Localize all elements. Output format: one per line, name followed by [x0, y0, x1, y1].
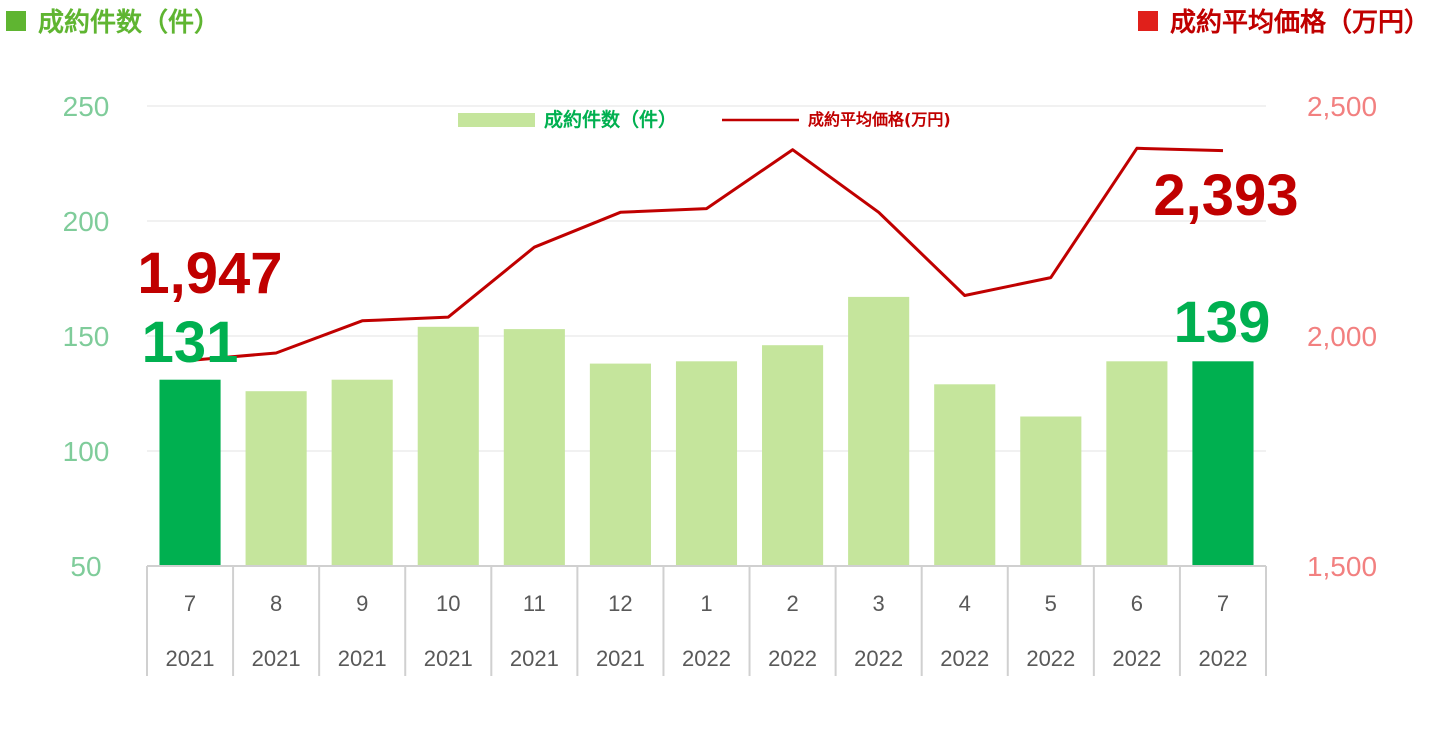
x-tick-label-month: 7: [1217, 591, 1229, 616]
end-count-label: 139: [1174, 290, 1271, 355]
x-tick-label-month: 7: [184, 591, 196, 616]
price-line: [189, 146, 1224, 362]
y-axis-right: 2,500 2,000 1,500: [1307, 91, 1377, 582]
x-tick-label-year: 2022: [682, 646, 731, 671]
y-right-tick-label: 1,500: [1307, 551, 1377, 582]
x-tick-label-year: 2021: [424, 646, 473, 671]
bar: [1192, 361, 1254, 566]
x-tick-label-month: 4: [959, 591, 971, 616]
y-right-tick-label: 2,000: [1307, 321, 1377, 352]
x-tick-label-year: 2022: [1112, 646, 1161, 671]
bar: [934, 384, 996, 566]
x-tick-label-year: 2021: [252, 646, 301, 671]
left-axis-title-text: 成約件数（件）: [38, 8, 221, 38]
x-tick-label-year: 2022: [854, 646, 903, 671]
right-axis-title-text: 成約平均価格（万円）: [1169, 8, 1430, 38]
green-square-icon: [6, 10, 26, 31]
x-tick-label-month: 8: [270, 591, 282, 616]
red-square-icon: [1137, 10, 1158, 31]
bar-series: [159, 296, 1254, 566]
bar: [848, 296, 910, 566]
bar: [589, 363, 651, 566]
left-axis-title: 成約件数（件）: [6, 2, 220, 39]
x-tick-label-year: 2022: [1198, 646, 1247, 671]
legend-line-label: 成約平均価格(万円): [808, 110, 951, 129]
bar: [417, 326, 479, 566]
start-count-label: 131: [142, 310, 239, 375]
y-left-tick-label: 50: [70, 551, 101, 582]
x-axis-table: 7 2021 8 2021 9 2021 10 2021 11 2021 12 2021 1 2022 2 2…: [146, 565, 1267, 676]
x-tick-label-month: 3: [873, 591, 885, 616]
x-tick-label-year: 2021: [596, 646, 645, 671]
x-tick-label-month: 5: [1045, 591, 1057, 616]
y-left-tick-label: 250: [63, 91, 110, 122]
start-price-label: 1,947: [137, 241, 282, 306]
bar: [331, 379, 393, 566]
bar: [159, 379, 221, 566]
x-tick-label-month: 9: [356, 591, 368, 616]
x-tick-label-month: 6: [1131, 591, 1143, 616]
x-tick-label-month: 2: [786, 591, 798, 616]
legend-bar-label: 成約件数（件）: [544, 108, 677, 131]
end-price-label: 2,393: [1153, 163, 1298, 228]
x-tick-label-year: 2022: [940, 646, 989, 671]
right-axis-title: 成約平均価格（万円）: [1137, 2, 1430, 39]
x-tick-label-year: 2021: [510, 646, 559, 671]
legend: 成約件数（件） 成約平均価格(万円): [458, 108, 951, 131]
y-right-tick-label: 2,500: [1307, 91, 1377, 122]
legend-bar-swatch: [458, 113, 535, 127]
x-tick-label-month: 11: [523, 591, 546, 616]
x-tick-label-year: 2021: [338, 646, 387, 671]
x-tick-label-month: 12: [608, 591, 632, 616]
x-tick-label-month: 1: [700, 591, 712, 616]
value-annotations: 131 139 1,947 2,393: [137, 163, 1298, 375]
bar: [675, 361, 738, 566]
y-axis-left: 250 200 150 100 50: [63, 91, 110, 582]
bar: [1106, 361, 1168, 566]
bar: [762, 345, 824, 566]
x-tick-label-year: 2022: [768, 646, 817, 671]
bar: [1020, 416, 1082, 566]
y-left-tick-label: 100: [63, 436, 110, 467]
bar: [245, 391, 307, 566]
y-left-tick-label: 150: [63, 321, 110, 352]
x-tick-label-year: 2021: [166, 646, 215, 671]
bar: [503, 329, 565, 566]
x-tick-label-month: 10: [436, 591, 460, 616]
y-left-tick-label: 200: [63, 206, 110, 237]
line-series: [189, 146, 1224, 362]
x-tick-label-year: 2022: [1026, 646, 1075, 671]
